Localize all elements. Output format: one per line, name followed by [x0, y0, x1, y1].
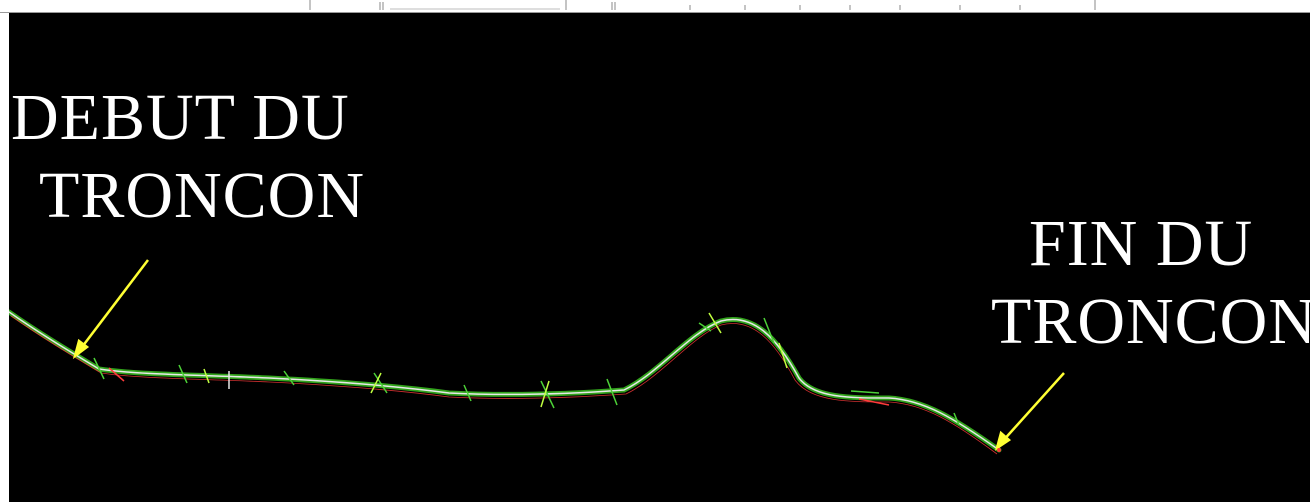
end-arrow — [994, 372, 1065, 451]
ruler-ticks — [309, 0, 1096, 10]
drawing-canvas[interactable]: DEBUT DU TRONCON FIN DU TRONCON — [9, 13, 1310, 502]
road-centerline — [9, 311, 1000, 451]
road-alignment-outline — [9, 309, 1002, 453]
start-label-line-2: TRONCON — [39, 159, 366, 232]
road-detail-marks — [93, 312, 960, 426]
road-edge-line — [10, 315, 998, 455]
start-arrow — [72, 259, 149, 360]
road-drawing — [9, 259, 1065, 455]
top-toolbar-strip — [0, 0, 1310, 13]
end-of-section-label: FIN DU TRONCON — [991, 205, 1310, 361]
start-label-line-1: DEBUT DU — [11, 81, 350, 154]
end-label-line-1: FIN DU — [1029, 207, 1254, 280]
left-margin-strip — [0, 13, 9, 502]
start-of-section-label: DEBUT DU TRONCON — [11, 79, 365, 235]
end-point-marker — [997, 448, 1001, 452]
end-label-line-2: TRONCON — [991, 285, 1310, 358]
